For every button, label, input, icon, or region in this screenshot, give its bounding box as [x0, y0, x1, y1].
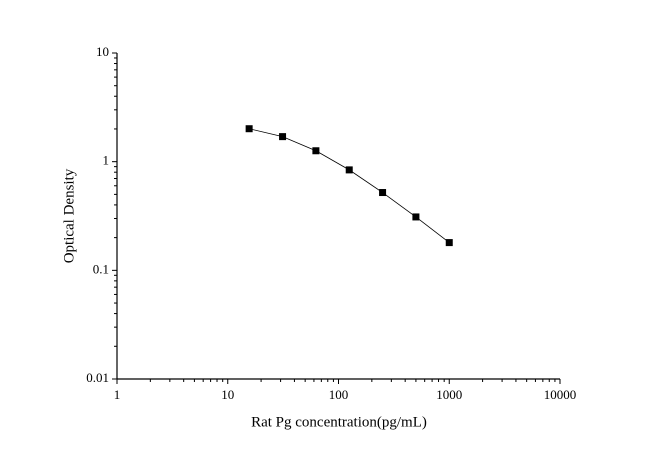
x-tick-label: 1	[114, 387, 121, 402]
data-point	[412, 213, 420, 221]
y-tick-label: 10	[96, 44, 109, 59]
data-point	[245, 125, 253, 133]
data-line	[249, 128, 450, 243]
data-point	[312, 147, 320, 155]
y-tick-label: 0.01	[86, 370, 109, 385]
data-point	[279, 133, 287, 141]
x-axis-title: Rat Pg concentration(pg/mL)	[251, 414, 427, 430]
x-tick-label: 10000	[544, 387, 577, 402]
data-point	[345, 166, 353, 174]
y-tick-label: 0.1	[93, 261, 109, 276]
y-axis-title: Optical Density	[61, 168, 77, 263]
data-point	[379, 189, 387, 197]
x-tick-label: 100	[329, 387, 349, 402]
y-tick-label: 1	[103, 153, 110, 168]
x-tick-label: 1000	[436, 387, 462, 402]
data-point	[445, 239, 453, 247]
x-tick-label: 10	[221, 387, 234, 402]
